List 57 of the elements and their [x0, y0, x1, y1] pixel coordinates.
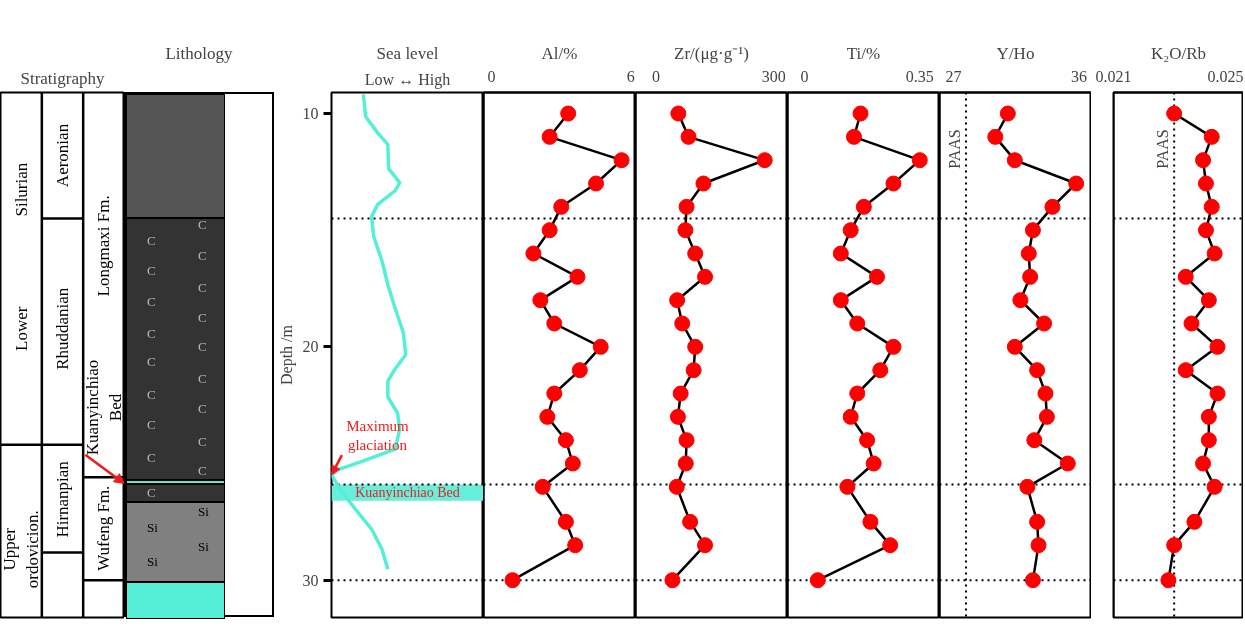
chart-title: Sea level — [376, 43, 439, 63]
y-tick-label: 30 — [302, 571, 319, 589]
text: C — [147, 326, 156, 342]
x-tick-label: 0.021 — [1095, 67, 1132, 85]
text: Lower — [11, 306, 31, 351]
text: Rhuddanian — [53, 287, 72, 370]
text: C — [147, 293, 156, 309]
text: Si — [198, 538, 209, 554]
chart-title: Y/Ho — [996, 43, 1035, 63]
text: C — [198, 433, 207, 449]
text: Hirnanpian — [53, 460, 72, 538]
text: Upper ordovicion. — [0, 510, 43, 589]
x-tick-label: 6 — [626, 67, 635, 85]
text: Si — [147, 520, 158, 535]
x-tick-label: 27 — [945, 67, 962, 85]
y-tick-label: 10 — [302, 105, 319, 122]
y-tick-label: 20 — [302, 338, 319, 356]
ref-line-label: PAAS — [1154, 129, 1172, 169]
text: Stratigraphy — [20, 68, 106, 88]
chart-title: Al/% — [541, 43, 578, 63]
text: C — [198, 339, 207, 355]
text: Aeronian — [53, 123, 72, 188]
text: C — [198, 216, 207, 232]
text: Si — [147, 553, 158, 569]
text: C — [147, 417, 156, 433]
text: C — [147, 233, 156, 248]
text: Longmaxi Fm. — [94, 195, 114, 297]
y-axis-title: Depth /m — [277, 324, 296, 385]
text: C — [147, 485, 156, 500]
x-tick-label: 0.025 — [1207, 67, 1244, 85]
x-tick-label: 36 — [1070, 67, 1087, 85]
chart-title: Ti/% — [846, 43, 881, 63]
text: C — [198, 310, 207, 325]
text: Wufeng Fm. — [94, 485, 114, 571]
text: Si — [198, 503, 209, 519]
x-tick-label: 0 — [800, 67, 809, 85]
x-tick-label: 0.35 — [905, 67, 934, 85]
x-tick-label: 0 — [487, 67, 496, 85]
ref-line-label: PAAS — [946, 129, 963, 169]
text: C — [198, 279, 207, 295]
text: Lithology — [164, 43, 234, 65]
text: C — [147, 354, 156, 370]
x-tick-label: 300 — [761, 67, 786, 85]
text: C — [198, 370, 207, 386]
chart-title: K₂O/Rb — [1150, 43, 1207, 63]
x-tick-label: 0 — [651, 67, 660, 85]
text: Silurian — [11, 162, 31, 217]
text: C — [198, 462, 207, 478]
chart-title: Zr/(μg·g⁻¹) — [674, 43, 749, 63]
text: C — [147, 387, 156, 402]
text: C — [198, 401, 207, 416]
text: C — [147, 263, 156, 279]
text: C — [147, 450, 156, 465]
text: C — [198, 248, 207, 264]
band-label: Kuanyinchiao Bed — [355, 485, 460, 501]
x-axis-title: Low ↔ High — [364, 70, 451, 89]
text: Kuanyinchiao Bed — [82, 359, 125, 456]
